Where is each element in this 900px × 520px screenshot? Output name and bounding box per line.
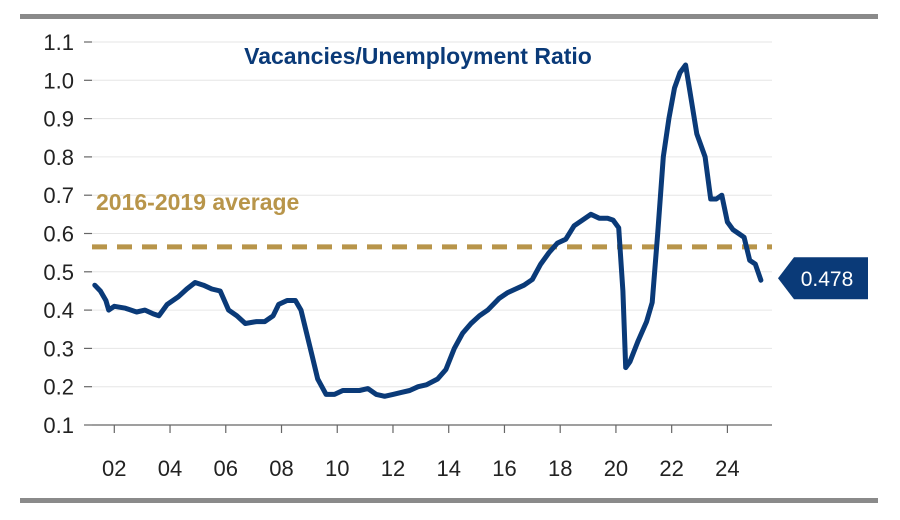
x-tick-label: 02 <box>102 456 126 481</box>
y-tick-label: 0.4 <box>43 298 74 323</box>
x-tick-label: 04 <box>158 456 182 481</box>
x-tick-label: 08 <box>269 456 293 481</box>
y-tick-label: 0.5 <box>43 260 74 285</box>
y-tick-label: 0.3 <box>43 336 74 361</box>
x-tick-label: 24 <box>715 456 739 481</box>
bottom-rule <box>20 498 878 503</box>
y-tick-label: 0.2 <box>43 375 74 400</box>
x-tick-label: 16 <box>492 456 516 481</box>
top-rule <box>20 14 878 19</box>
x-tick-label: 14 <box>436 456 460 481</box>
y-tick-label: 0.7 <box>43 183 74 208</box>
x-tick-label: 12 <box>381 456 405 481</box>
y-tick-label: 0.8 <box>43 145 74 170</box>
last-value-label: 0.478 <box>801 268 854 291</box>
y-tick-label: 0.9 <box>43 107 74 132</box>
series-line <box>95 65 761 396</box>
y-tick-label: 0.6 <box>43 222 74 247</box>
x-tick-label: 18 <box>548 456 572 481</box>
average-line-label: 2016-2019 average <box>96 189 299 215</box>
y-tick-label: 1.1 <box>43 30 74 55</box>
chart-title: Vacancies/Unemployment Ratio <box>244 43 592 69</box>
x-tick-label: 22 <box>659 456 683 481</box>
x-tick-label: 06 <box>214 456 238 481</box>
x-tick-label: 20 <box>604 456 628 481</box>
y-tick-label: 1.0 <box>43 68 74 93</box>
y-tick-label: 0.1 <box>43 413 74 438</box>
x-tick-label: 10 <box>325 456 349 481</box>
